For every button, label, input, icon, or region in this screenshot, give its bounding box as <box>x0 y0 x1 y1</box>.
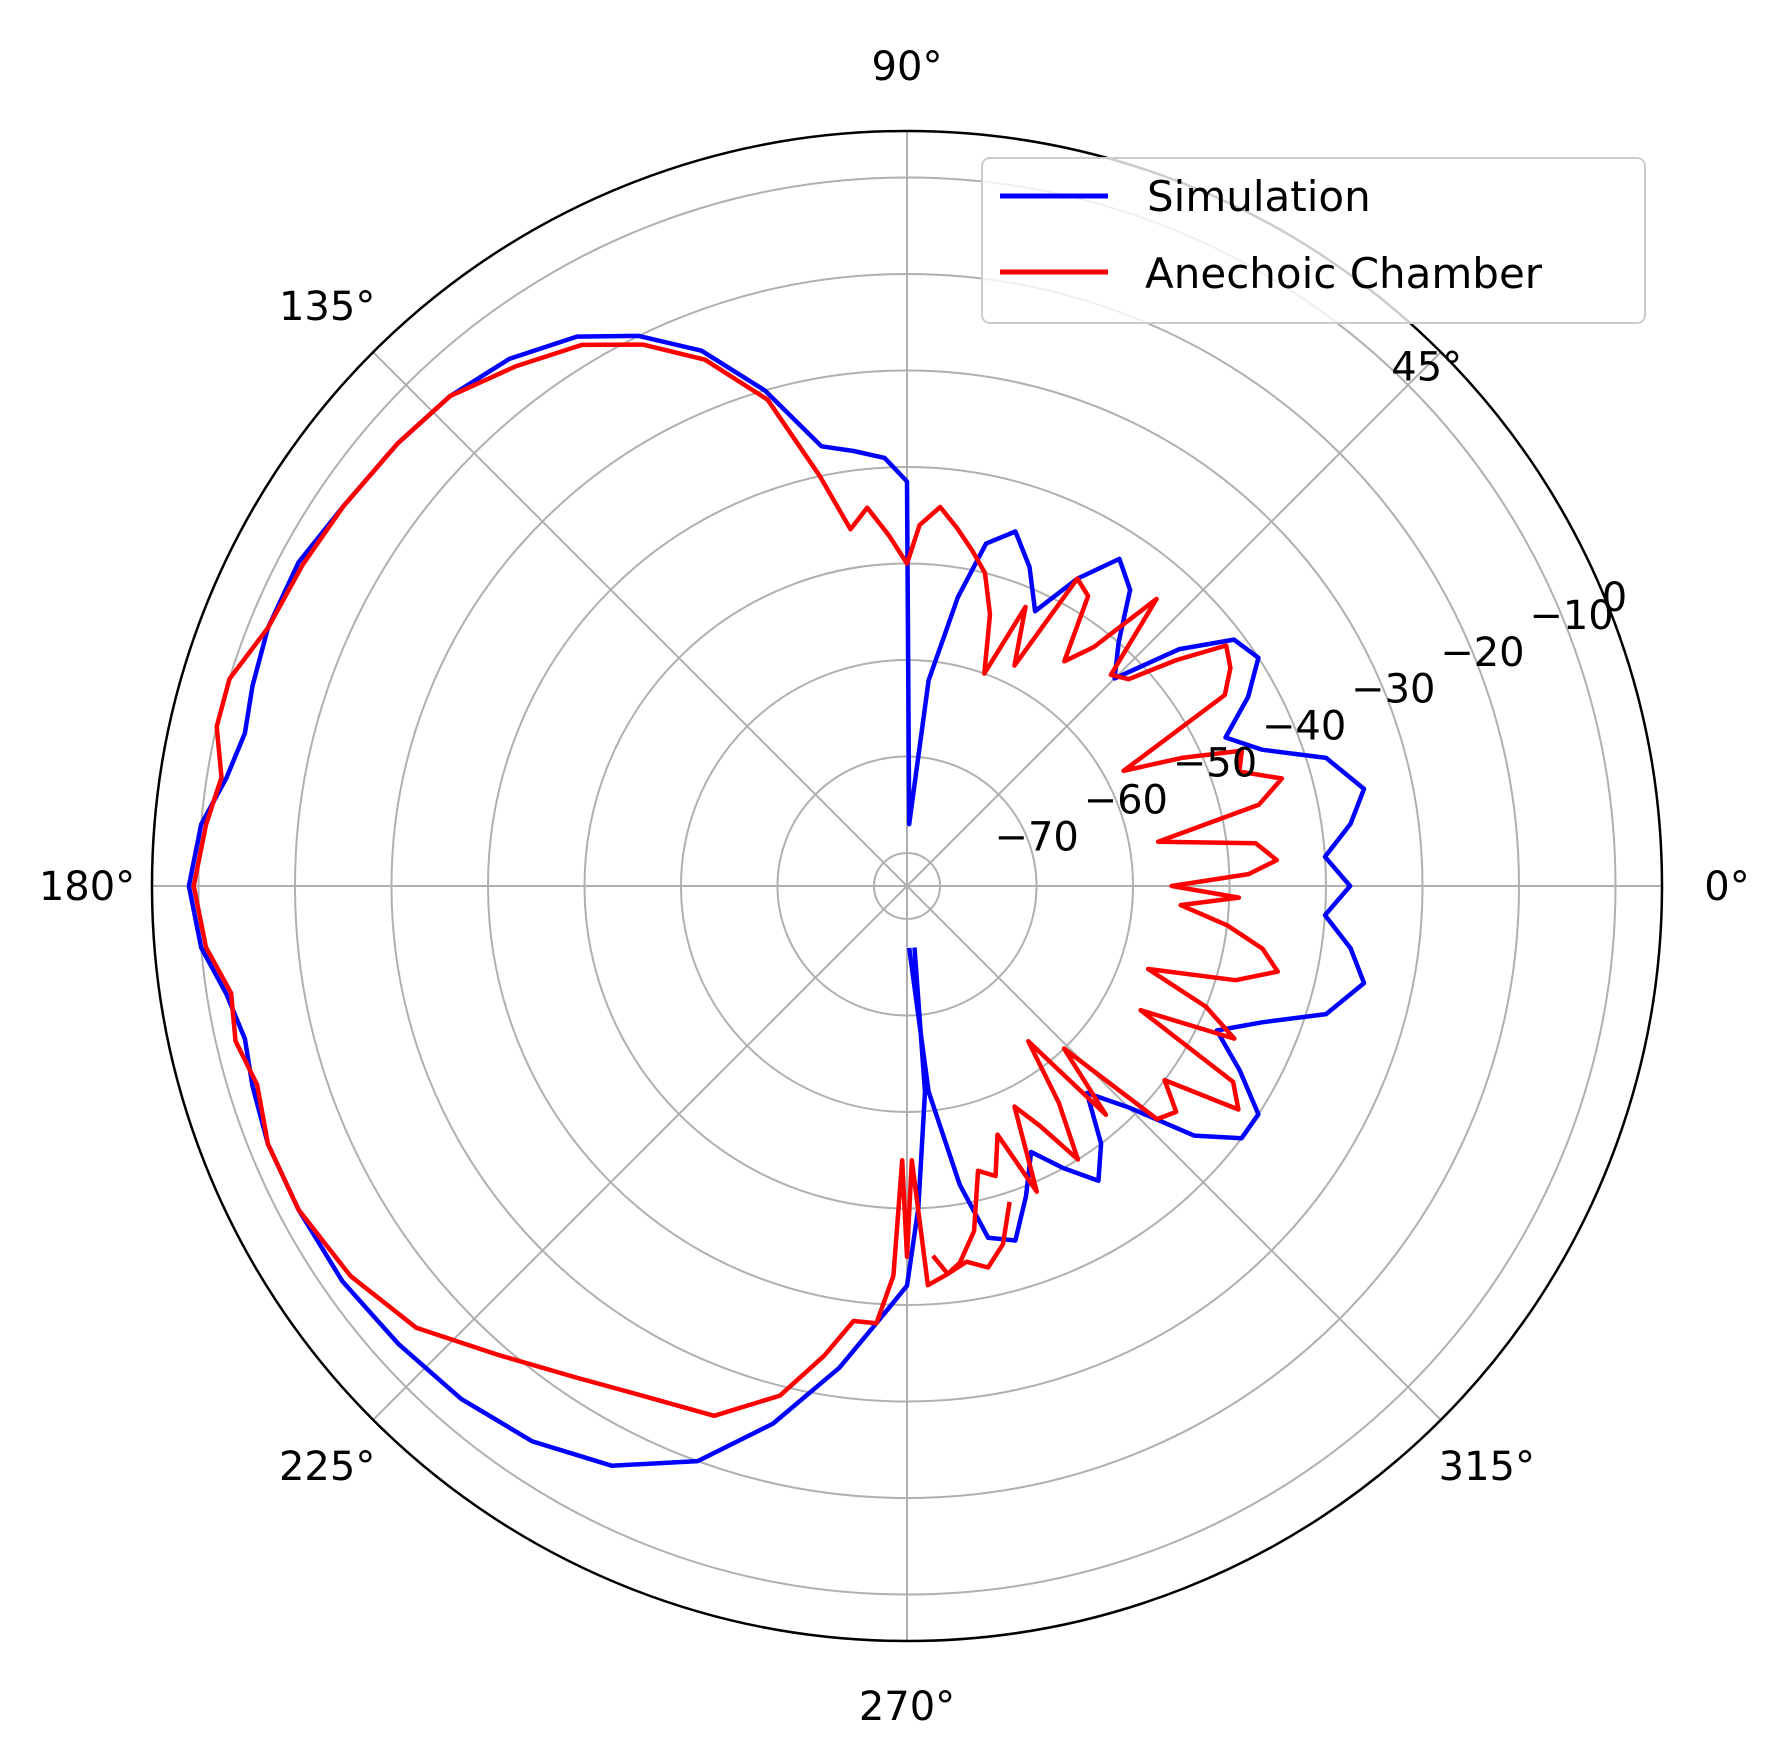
grid-spoke <box>906 885 1442 1421</box>
angle-label-0: 0° <box>1704 864 1749 910</box>
radial-label: −10 <box>1529 593 1613 639</box>
angle-label-225: 225° <box>279 1444 375 1490</box>
radial-label: −50 <box>1173 741 1257 787</box>
legend-label-simulation: Simulation <box>1147 172 1371 221</box>
angle-label-45: 45° <box>1391 344 1462 390</box>
legend-label-anechoic-chamber: Anechoic Chamber <box>1145 249 1543 298</box>
angle-tick-labels: 0° 45° 90° 135° 180° 225° 270° 315° <box>39 44 1750 1730</box>
radial-label: −40 <box>1262 704 1346 750</box>
angle-label-180: 180° <box>39 864 135 910</box>
angle-label-90: 90° <box>872 44 943 90</box>
data-series <box>186 333 1367 1468</box>
radial-tick-labels: −70−60−50−40−30−20−100 <box>994 575 1627 860</box>
grid-spoke <box>372 885 908 1421</box>
radial-label: −60 <box>1084 778 1168 824</box>
radial-label: 0 <box>1602 575 1627 621</box>
angle-label-315: 315° <box>1439 1444 1535 1490</box>
angle-label-135: 135° <box>279 284 375 330</box>
radial-label: −70 <box>994 814 1078 860</box>
series-simulation <box>186 333 1367 1468</box>
series-anechoic-chamber <box>191 342 1285 1419</box>
angle-label-270: 270° <box>859 1684 955 1730</box>
radial-label: −20 <box>1440 630 1524 676</box>
legend-box <box>981 157 1646 324</box>
radial-label: −30 <box>1351 667 1435 713</box>
legend: Simulation Anechoic Chamber <box>981 157 1646 324</box>
grid-spoke <box>906 351 1442 887</box>
grid-spoke <box>372 351 908 887</box>
polar-frame <box>150 129 1664 1643</box>
polar-grid <box>152 131 1662 1641</box>
